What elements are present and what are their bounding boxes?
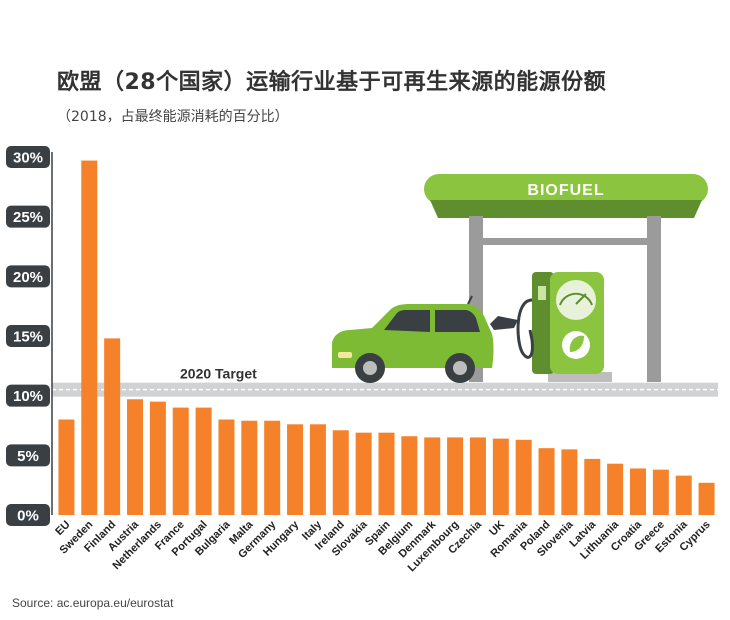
bars [58, 160, 715, 515]
bar-portugal [195, 407, 212, 515]
bar-romania [515, 439, 532, 515]
pump-hose [516, 298, 534, 359]
y-tick-label: 15% [6, 325, 50, 347]
bar-ireland [332, 430, 349, 515]
bar-germany [264, 420, 281, 515]
y-tick-badge [6, 444, 50, 467]
bar-slovenia [561, 449, 578, 515]
bar-sweden [81, 160, 98, 515]
pump-side [532, 272, 554, 374]
biofuel-station-illustration: BIOFUEL [332, 174, 708, 383]
y-tick-badge [6, 384, 50, 407]
canopy-shadow [430, 200, 702, 218]
target-label: 2020 Target [180, 366, 257, 382]
bar-lithuania [607, 463, 624, 515]
bar-greece [652, 469, 669, 515]
bar-eu [58, 419, 75, 515]
bar-hungary [287, 424, 304, 515]
bar-cyprus [698, 482, 715, 515]
y-tick-text: 30% [13, 150, 43, 167]
chart-subtitle: （2018，占最终能源消耗的百分比） [57, 109, 289, 125]
leaf-icon [569, 335, 584, 352]
bar-latvia [584, 458, 601, 515]
y-tick-label: 30% [6, 146, 50, 168]
crossbar [469, 238, 661, 245]
y-tick-badge [6, 265, 50, 288]
bar-belgium [401, 436, 418, 515]
bar-finland [104, 338, 121, 515]
y-tick-label: 10% [6, 384, 50, 407]
canopy [424, 174, 708, 204]
bar-uk [492, 438, 509, 515]
bar-estonia [675, 475, 692, 515]
pillar-right [647, 216, 661, 382]
bar-croatia [629, 468, 646, 515]
y-tick-label: 20% [6, 265, 50, 288]
y-tick-label: 25% [6, 205, 50, 228]
chart-title: 欧盟（28个国家）运输行业基于可再生来源的能源份额 [57, 70, 607, 95]
y-tick-text: 5% [17, 448, 39, 465]
y-tick-badge [6, 325, 50, 347]
bar-france [172, 407, 189, 515]
source-note: Source: ac.europa.eu/eurostat [12, 596, 174, 610]
bar-italy [309, 424, 326, 515]
pump-side-window [538, 286, 546, 300]
pump-nozzle [490, 316, 518, 330]
y-tick-text: 0% [17, 508, 39, 525]
target-band [52, 382, 718, 397]
y-tick-badge [6, 504, 50, 526]
y-tick-text: 20% [13, 269, 43, 286]
x-axis-labels: EUSwedenFinlandAustriaNetherlandsFranceP… [53, 518, 712, 574]
y-tick-label: 0% [6, 504, 50, 526]
bar-poland [538, 448, 555, 515]
bar-netherlands [149, 401, 166, 515]
bar-bulgaria [218, 419, 235, 515]
bar-spain [378, 432, 395, 515]
bar-slovakia [355, 432, 372, 515]
bar-malta [241, 420, 258, 515]
y-tick-text: 15% [13, 329, 43, 346]
bar-denmark [424, 437, 441, 515]
y-tick-badge [6, 146, 50, 168]
y-tick-badge [6, 205, 50, 228]
biofuel-sign-text: BIOFUEL [527, 182, 604, 199]
pump-gauge [556, 280, 596, 320]
bar-luxembourg [447, 437, 464, 515]
car-icon [332, 295, 494, 383]
y-tick-text: 10% [13, 388, 43, 405]
y-tick-label: 5% [6, 444, 50, 467]
bar-austria [127, 399, 144, 515]
y-axis-ticks: 0% 5% 10% 15% 20% 25% 30% [6, 146, 50, 526]
bar-czechia [469, 437, 486, 515]
pump-base [548, 372, 612, 382]
y-tick-text: 25% [13, 209, 43, 226]
